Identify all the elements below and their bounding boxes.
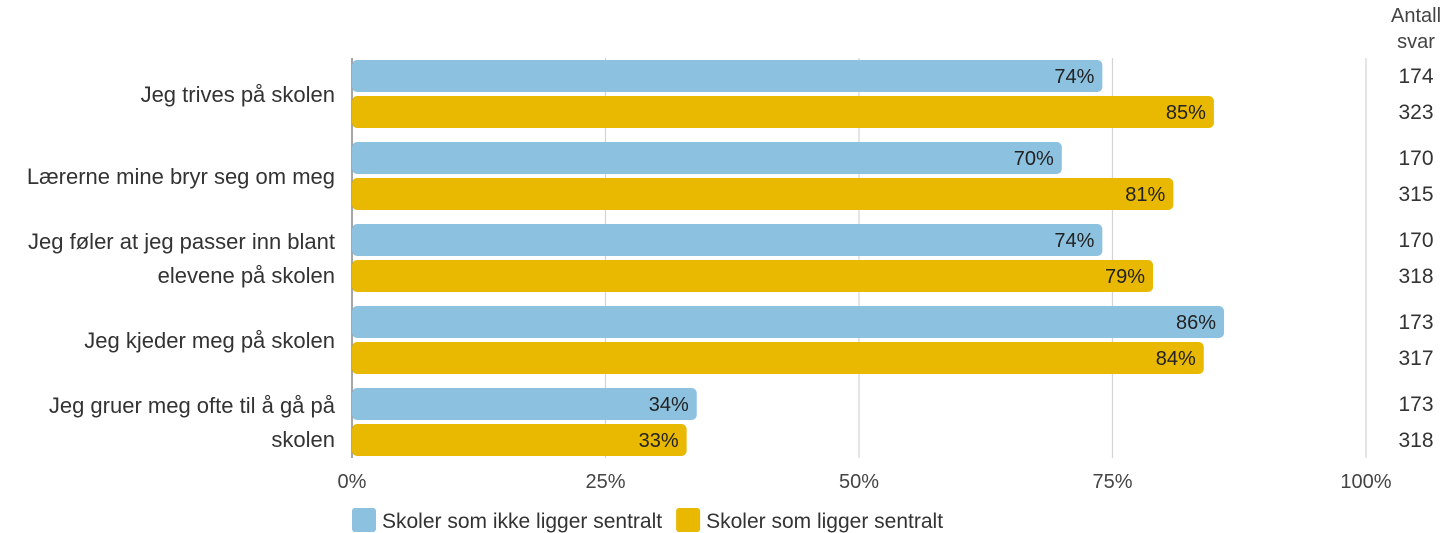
response-count: 318 [1398,265,1433,288]
bar-value-label: 85% [1166,102,1206,124]
bar-value-label: 84% [1156,348,1196,370]
bar-value-label: 34% [649,394,689,416]
bar-value-label: 86% [1176,312,1216,334]
bar [352,342,1204,374]
bar [352,306,1225,338]
bar-value-label: 74% [1054,66,1094,88]
response-count: 173 [1398,311,1433,334]
response-count: 315 [1398,183,1433,206]
x-tick-label: 100% [1340,471,1391,493]
x-tick-label: 0% [338,471,367,493]
response-count: 318 [1398,429,1433,452]
category-label: Jeg trives på skolen [141,82,335,107]
legend-label: Skoler som ikke ligger sentralt [382,510,662,533]
bar [352,424,687,456]
bar-value-label: 74% [1054,230,1094,252]
response-count: 173 [1398,393,1433,416]
x-tick-label: 75% [1092,471,1132,493]
count-header-label: svar [1397,31,1435,53]
count-header-label: Antall [1391,5,1441,27]
category-label: Jeg gruer meg ofte til å gå på [49,393,336,418]
bar [352,96,1214,128]
response-count: 170 [1398,147,1433,170]
bar [352,260,1154,292]
x-tick-label: 25% [585,471,625,493]
bar-value-label: 81% [1125,184,1165,206]
bar [352,178,1174,210]
category-label: Jeg føler at jeg passer inn blant [28,229,335,254]
bar-value-label: 70% [1014,148,1054,170]
category-label: Lærerne mine bryr seg om meg [27,164,335,189]
legend-swatch [676,508,701,532]
legend-label: Skoler som ligger sentralt [706,510,943,533]
bar [352,224,1103,256]
bar-value-label: 79% [1105,266,1145,288]
category-label: skolen [271,427,335,452]
legend-swatch [352,508,376,532]
bar-value-label: 33% [639,430,679,452]
x-tick-label: 50% [839,471,879,493]
response-count: 170 [1398,229,1433,252]
category-label: Jeg kjeder meg på skolen [84,328,335,353]
bar [352,142,1062,174]
bar [352,388,697,420]
response-count: 323 [1398,101,1433,124]
category-label: elevene på skolen [158,263,335,288]
bar [352,60,1103,92]
response-count: 174 [1398,65,1433,88]
response-count: 317 [1398,347,1433,370]
